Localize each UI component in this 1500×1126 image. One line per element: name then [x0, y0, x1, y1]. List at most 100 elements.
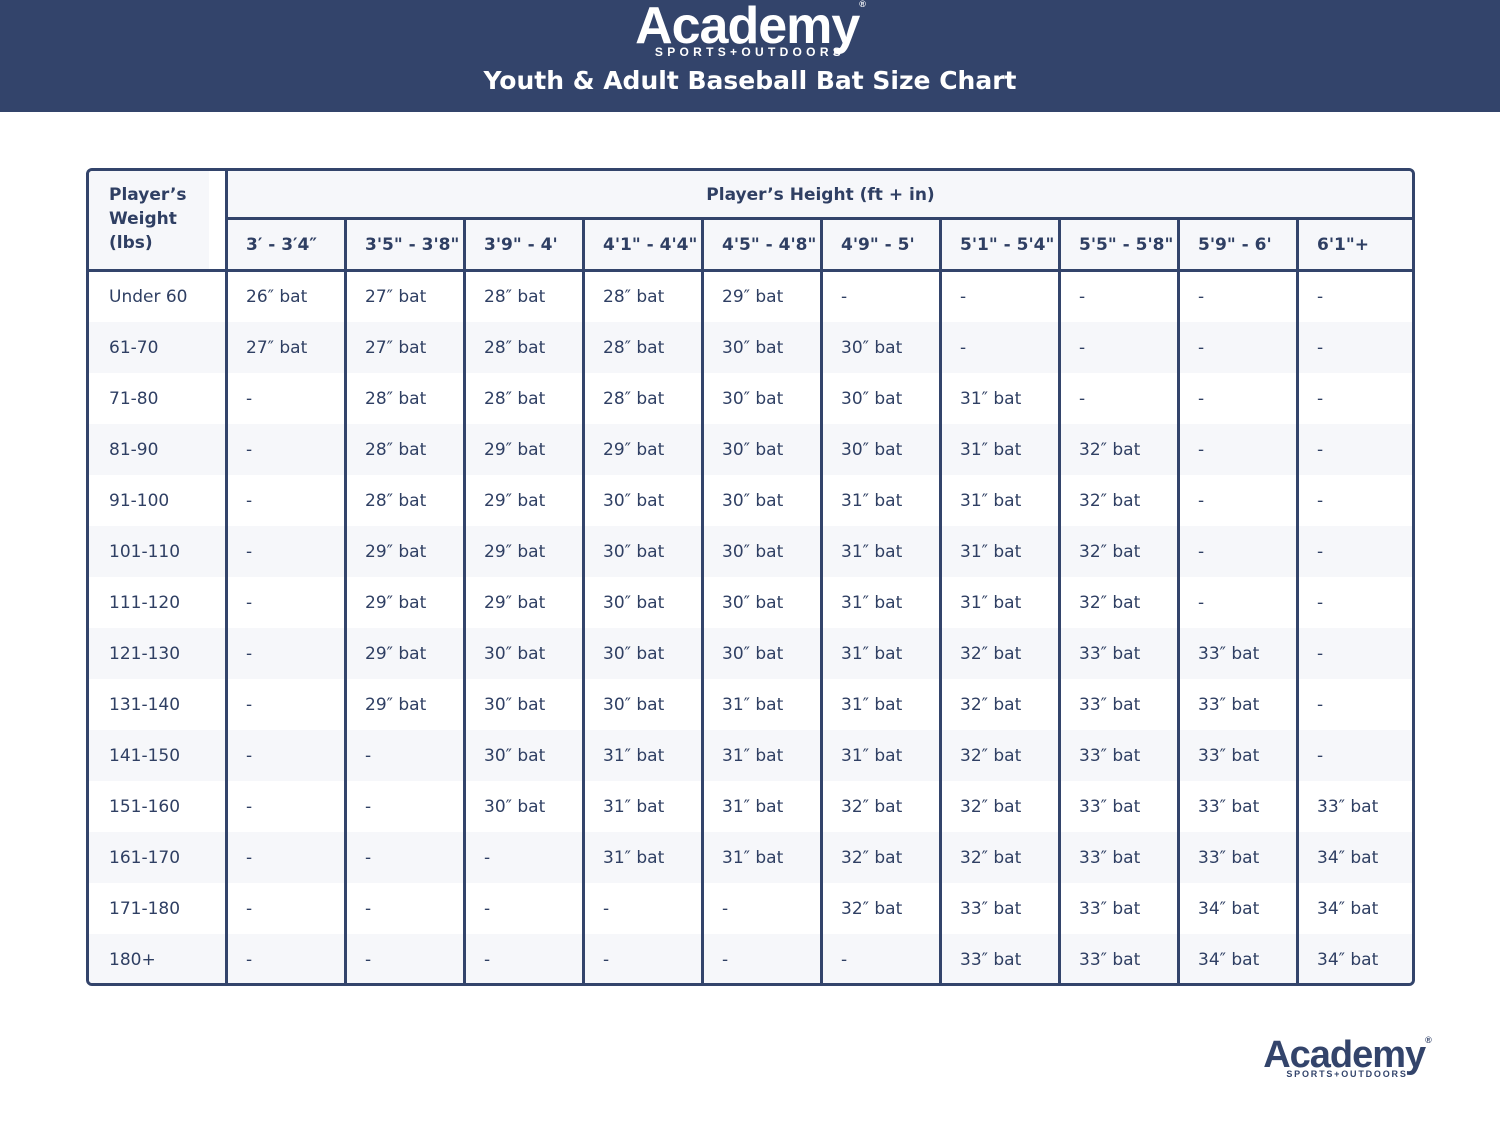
- bat-size-cell: 33″ bat: [1079, 745, 1141, 766]
- bat-size-cell: 30″ bat: [722, 643, 784, 664]
- bat-size-cell: 29″ bat: [484, 592, 546, 613]
- table-row: [89, 322, 1412, 373]
- bat-size-cell: -: [365, 949, 372, 970]
- height-column-header: 4'1" - 4'4": [583, 219, 702, 271]
- bat-size-cell: 32″ bat: [1079, 592, 1141, 613]
- bat-size-cell: 33″ bat: [1079, 847, 1141, 868]
- bat-size-cell: -: [1198, 439, 1205, 460]
- bat-size-cell: 34″ bat: [1198, 898, 1260, 919]
- height-column-header: 4'9" - 5': [821, 219, 940, 271]
- bat-size-cell: 31″ bat: [722, 796, 784, 817]
- footer-logo: Academy® SPORTS+OUTDOORS: [1263, 1034, 1432, 1079]
- bat-size-cell: -: [246, 388, 253, 409]
- header-banner: Academy® SPORTS+OUTDOORS Youth & Adult B…: [0, 0, 1500, 112]
- weight-column-header: Player’s Weight (lbs): [89, 171, 209, 271]
- bat-size-cell: -: [1198, 337, 1205, 358]
- bat-size-cell: 31″ bat: [722, 694, 784, 715]
- bat-size-cell: -: [246, 796, 253, 817]
- bat-size-cell: -: [841, 949, 848, 970]
- height-column-header: 5'5" - 5'8": [1059, 219, 1178, 271]
- bat-size-cell: -: [603, 949, 610, 970]
- divider: [582, 219, 585, 983]
- divider: [820, 219, 823, 983]
- bat-size-cell: 33″ bat: [1198, 643, 1260, 664]
- bat-size-cell: 30″ bat: [841, 439, 903, 460]
- height-column-header: 3'9" - 4': [464, 219, 583, 271]
- bat-size-cell: -: [246, 541, 253, 562]
- bat-size-cell: 32″ bat: [841, 847, 903, 868]
- bat-size-cell: 33″ bat: [960, 949, 1022, 970]
- bat-size-cell: 30″ bat: [484, 796, 546, 817]
- bat-size-cell: 31″ bat: [960, 541, 1022, 562]
- divider: [225, 171, 228, 983]
- bat-size-cell: 32″ bat: [960, 847, 1022, 868]
- bat-size-cell: 30″ bat: [603, 643, 665, 664]
- bat-size-cell: 29″ bat: [484, 439, 546, 460]
- bat-size-cell: -: [484, 847, 491, 868]
- bat-size-cell: -: [1079, 286, 1086, 307]
- bat-size-cell: 32″ bat: [1079, 490, 1141, 511]
- bat-size-cell: 29″ bat: [365, 541, 427, 562]
- bat-size-cell: 28″ bat: [603, 337, 665, 358]
- bat-size-cell: -: [1198, 541, 1205, 562]
- bat-size-cell: 29″ bat: [603, 439, 665, 460]
- height-group-header: Player’s Height (ft + in): [226, 171, 1412, 219]
- table-row: [89, 730, 1412, 781]
- bat-size-cell: -: [1198, 592, 1205, 613]
- bat-size-cell: 32″ bat: [960, 643, 1022, 664]
- bat-size-cell: -: [1198, 490, 1205, 511]
- bat-size-cell: 32″ bat: [960, 694, 1022, 715]
- bat-size-cell: 30″ bat: [484, 643, 546, 664]
- bat-size-cell: 31″ bat: [960, 439, 1022, 460]
- bat-size-table: Player’s Weight (lbs) Player’s Height (ft…: [86, 168, 1415, 986]
- academy-logo: Academy® SPORTS+OUTDOORS: [630, 0, 870, 58]
- bat-size-cell: 30″ bat: [484, 745, 546, 766]
- bat-size-cell: -: [365, 745, 372, 766]
- bat-size-cell: -: [1317, 694, 1324, 715]
- bat-size-cell: 28″ bat: [484, 337, 546, 358]
- divider: [89, 269, 1412, 272]
- bat-size-cell: -: [1079, 337, 1086, 358]
- bat-size-cell: 28″ bat: [365, 490, 427, 511]
- bat-size-cell: 31″ bat: [841, 541, 903, 562]
- bat-size-cell: 32″ bat: [841, 898, 903, 919]
- bat-size-cell: -: [246, 592, 253, 613]
- bat-size-cell: 33″ bat: [1079, 694, 1141, 715]
- bat-size-cell: 32″ bat: [960, 796, 1022, 817]
- bat-size-cell: 31″ bat: [603, 796, 665, 817]
- bat-size-cell: 30″ bat: [722, 388, 784, 409]
- bat-size-cell: -: [246, 490, 253, 511]
- logo-subtitle: SPORTS+OUTDOORS: [654, 45, 846, 59]
- bat-size-cell: -: [1079, 388, 1086, 409]
- bat-size-cell: -: [1317, 541, 1324, 562]
- weight-cell: 171-180: [109, 898, 181, 919]
- divider: [1177, 219, 1180, 983]
- bat-size-cell: 29″ bat: [722, 286, 784, 307]
- height-column-header: 5'9" - 6': [1178, 219, 1297, 271]
- divider: [1296, 219, 1299, 983]
- bat-size-cell: 30″ bat: [603, 490, 665, 511]
- logo-word: Academy: [635, 0, 860, 55]
- bat-size-cell: 30″ bat: [841, 388, 903, 409]
- height-column-header: 6'1"+: [1297, 219, 1412, 271]
- bat-size-cell: 31″ bat: [960, 388, 1022, 409]
- divider: [226, 217, 1412, 220]
- bat-size-cell: -: [246, 694, 253, 715]
- bat-size-cell: -: [960, 337, 967, 358]
- bat-size-cell: 33″ bat: [1198, 847, 1260, 868]
- bat-size-cell: -: [1317, 592, 1324, 613]
- bat-size-cell: 33″ bat: [1198, 694, 1260, 715]
- bat-size-cell: 27″ bat: [246, 337, 308, 358]
- bat-size-cell: -: [1317, 337, 1324, 358]
- bat-size-cell: 31″ bat: [722, 745, 784, 766]
- bat-size-cell: 34″ bat: [1317, 949, 1379, 970]
- bat-size-cell: -: [484, 898, 491, 919]
- bat-size-cell: -: [1317, 643, 1324, 664]
- table-row: [89, 526, 1412, 577]
- weight-cell: 161-170: [109, 847, 181, 868]
- bat-size-cell: -: [246, 439, 253, 460]
- bat-size-cell: 30″ bat: [722, 592, 784, 613]
- bat-size-cell: 29″ bat: [484, 541, 546, 562]
- bat-size-cell: 32″ bat: [841, 796, 903, 817]
- bat-size-cell: -: [960, 286, 967, 307]
